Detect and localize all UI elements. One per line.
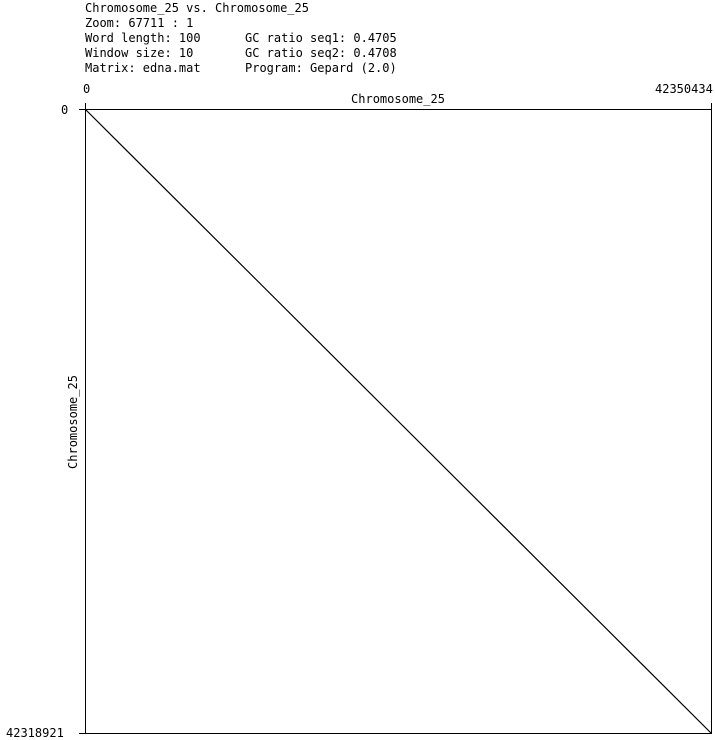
matrix-label: Matrix: edna.mat — [85, 61, 201, 75]
word-length-label: Word length: 100 — [85, 31, 201, 45]
gc-ratio-seq1-label: GC ratio seq1: 0.4705 — [245, 31, 397, 45]
x-axis-label: Chromosome_25 — [351, 92, 445, 106]
series-layer — [85, 109, 712, 734]
plot-title: Chromosome_25 vs. Chromosome_25 — [85, 1, 309, 15]
x-tick-label-start: 0 — [83, 82, 91, 96]
window-size-label: Window size: 10 — [85, 46, 194, 60]
y-tick-label-start: 0 — [61, 103, 69, 117]
x-tick-label-end: 42350434 — [655, 82, 713, 96]
gc-ratio-seq2-label: GC ratio seq2: 0.4708 — [245, 46, 397, 60]
zoom-label: Zoom: 67711 : 1 — [85, 16, 194, 30]
program-label: Program: Gepard (2.0) — [245, 61, 397, 75]
y-tick-label-end: 42318921 — [6, 726, 64, 740]
plot-frame — [85, 109, 712, 734]
diagonal-match-line-0 — [85, 109, 712, 734]
